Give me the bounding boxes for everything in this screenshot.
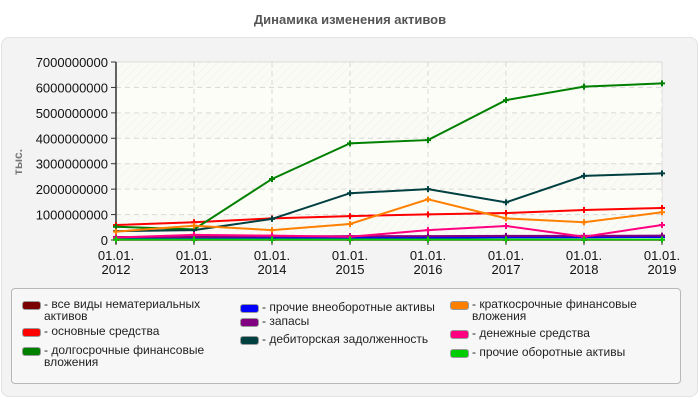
plot-area xyxy=(115,61,663,241)
legend-item[interactable]: - прочие оборотные активы xyxy=(450,346,625,358)
data-point-marker[interactable] xyxy=(581,236,587,243)
data-point-marker[interactable] xyxy=(659,80,665,87)
data-point-marker[interactable] xyxy=(347,236,353,243)
data-point-marker[interactable] xyxy=(659,209,665,216)
legend-swatch-icon xyxy=(240,318,259,327)
data-point-marker[interactable] xyxy=(581,83,587,90)
legend-label: - основные средства xyxy=(44,324,160,338)
data-point-marker[interactable] xyxy=(503,223,509,230)
data-point-marker[interactable] xyxy=(425,196,431,203)
legend-swatch-icon xyxy=(450,301,469,310)
legend-item[interactable]: - прочие внеоборотные активы xyxy=(240,301,435,313)
x-tick-label: 01.01. 2016 xyxy=(410,248,446,277)
data-point-marker[interactable] xyxy=(659,221,665,228)
legend-swatch-icon xyxy=(240,336,259,345)
legend-label: - все виды нематериальных активов xyxy=(44,297,201,323)
data-point-marker[interactable] xyxy=(347,220,353,227)
legend-swatch-icon xyxy=(22,328,41,337)
legend-swatch-icon xyxy=(22,301,41,310)
y-axis-label: тыс. xyxy=(11,149,25,175)
y-tick-label: 3000000000 xyxy=(36,157,108,172)
data-point-marker[interactable] xyxy=(113,228,119,235)
line-chart: 0 1000000000 2000000000 3000000000 400000000… xyxy=(11,55,680,277)
series-line xyxy=(115,172,663,233)
y-tick-label: 1000000000 xyxy=(36,208,108,223)
series-line xyxy=(116,234,663,238)
legend-swatch-icon xyxy=(240,304,259,313)
legend-label: - прочие оборотные активы xyxy=(472,345,626,359)
legend-item[interactable]: - денежные средства xyxy=(450,327,590,339)
y-tick-label: 6000000000 xyxy=(36,80,108,95)
data-point-marker[interactable] xyxy=(581,206,587,213)
data-point-marker[interactable] xyxy=(503,97,509,104)
legend-item[interactable]: - основные средства xyxy=(22,325,159,337)
y-tick-label: 2000000000 xyxy=(36,182,108,197)
legend-label: - денежные средства xyxy=(472,326,590,340)
data-point-marker[interactable] xyxy=(581,172,587,179)
data-point-marker[interactable] xyxy=(113,236,119,243)
data-point-marker[interactable] xyxy=(269,236,275,243)
y-tick-label: 4000000000 xyxy=(36,131,108,146)
y-tick-label: 7000000000 xyxy=(36,55,108,70)
series-lines xyxy=(113,80,665,243)
legend-swatch-icon xyxy=(22,347,41,356)
legend-item[interactable]: - все виды нематериальных активов xyxy=(22,298,200,322)
legend-label: - запасы xyxy=(262,314,310,328)
legend: - все виды нематериальных активов - основ… xyxy=(11,288,681,384)
data-point-marker[interactable] xyxy=(269,175,275,182)
series-line xyxy=(115,198,663,233)
data-point-marker[interactable] xyxy=(425,236,431,243)
data-point-marker[interactable] xyxy=(269,215,275,222)
x-tick-label: 01.01. 2013 xyxy=(176,248,212,277)
data-point-marker[interactable] xyxy=(503,210,509,217)
gridlines xyxy=(116,61,663,240)
legend-label: - краткосрочные финансовые вложения xyxy=(472,297,637,323)
data-point-marker[interactable] xyxy=(347,213,353,220)
x-tick-label: 01.01. 2012 xyxy=(98,248,134,277)
series-line xyxy=(115,224,663,239)
data-point-marker[interactable] xyxy=(581,219,587,226)
legend-label: - долгосрочные финансовые вложения xyxy=(44,343,205,369)
data-point-marker[interactable] xyxy=(503,215,509,222)
series-line xyxy=(115,82,663,231)
x-tick-label: 01.01. 2017 xyxy=(488,248,524,277)
x-tick-label: 01.01. 2018 xyxy=(566,248,602,277)
data-point-marker[interactable] xyxy=(269,227,275,234)
data-point-marker[interactable] xyxy=(347,140,353,147)
data-point-marker[interactable] xyxy=(191,236,197,243)
series-line xyxy=(116,235,663,240)
data-point-marker[interactable] xyxy=(425,211,431,218)
y-tick-label: 0 xyxy=(101,233,108,248)
data-point-marker[interactable] xyxy=(503,199,509,206)
legend-item[interactable]: - запасы xyxy=(240,315,309,327)
y-tick-label: 5000000000 xyxy=(36,106,108,121)
x-tick-label: 01.01. 2014 xyxy=(254,248,290,277)
legend-item[interactable]: - долгосрочные финансовые вложения xyxy=(22,344,204,368)
data-point-marker[interactable] xyxy=(425,227,431,234)
axes: 0 1000000000 2000000000 3000000000 400000000… xyxy=(36,55,680,277)
x-tick-label: 01.01. 2019 xyxy=(644,248,680,277)
legend-item[interactable]: - краткосрочные финансовые вложения xyxy=(450,298,637,322)
chart-title: Динамика изменения активов xyxy=(253,12,447,27)
data-point-marker[interactable] xyxy=(425,137,431,144)
data-point-marker[interactable] xyxy=(503,236,509,243)
data-point-marker[interactable] xyxy=(425,186,431,193)
legend-swatch-icon xyxy=(450,330,469,339)
legend-item[interactable]: - дебиторская задолженность xyxy=(240,333,428,345)
legend-label: - дебиторская задолженность xyxy=(262,332,429,346)
data-point-marker[interactable] xyxy=(347,190,353,197)
x-tick-label: 01.01. 2015 xyxy=(332,248,368,277)
data-point-marker[interactable] xyxy=(191,222,197,229)
data-point-marker[interactable] xyxy=(659,170,665,177)
data-point-marker[interactable] xyxy=(659,236,665,243)
legend-label: - прочие внеоборотные активы xyxy=(262,300,435,314)
legend-swatch-icon xyxy=(450,349,469,358)
